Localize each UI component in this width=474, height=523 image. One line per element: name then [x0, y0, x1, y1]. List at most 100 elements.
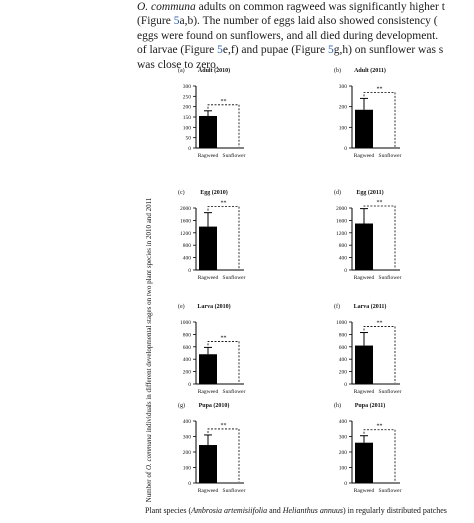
y-tick-label: 1200 — [180, 231, 191, 237]
y-tick-label: 200 — [183, 370, 192, 376]
y-tick-label: 1600 — [180, 218, 191, 224]
figure-link[interactable]: 5 — [173, 15, 180, 28]
y-tick-label: 1000 — [180, 320, 191, 326]
body-text: O. communa adults on common ragweed was … — [137, 0, 474, 72]
body-line-1: O. communa adults on common ragweed was … — [137, 0, 474, 14]
y-tick-label: 1000 — [336, 320, 347, 326]
caption-text: and — [267, 506, 283, 515]
significance-bracket — [207, 206, 240, 269]
significance-bracket — [207, 341, 240, 383]
y-tick-label: 800 — [183, 243, 192, 249]
line-text: g,h) on sunflower was s — [333, 44, 444, 57]
x-tick-label: Ragweed — [354, 488, 375, 494]
significance-bracket — [363, 92, 396, 147]
y-tick-label: 600 — [183, 345, 192, 351]
panel-title: Egg (2010) — [200, 189, 228, 196]
y-tick-label: 400 — [183, 357, 192, 363]
body-line-4: of larvae (Figure 5e,f) and pupae (Figur… — [137, 43, 474, 57]
bar-ragweed — [355, 109, 373, 148]
x-tick-label: Sunflower — [379, 152, 402, 159]
body-line-3: eggs were found on sunflowers, and all d… — [137, 29, 439, 42]
bar-ragweed — [355, 223, 373, 270]
x-tick-label: Sunflower — [379, 388, 402, 395]
bar-ragweed — [199, 226, 217, 270]
y-tick-label: 0 — [188, 382, 191, 388]
y-tick-label: 200 — [339, 450, 348, 456]
y-tick-label: 600 — [339, 345, 348, 351]
panel-label: (e) — [178, 303, 185, 310]
panel-title: Pupa (2010) — [199, 402, 230, 409]
y-tick-label: 0 — [344, 268, 347, 274]
bar-ragweed — [355, 345, 373, 384]
y-tick-label: 200 — [339, 370, 348, 376]
y-tick-label: 400 — [339, 357, 348, 363]
y-tick-label: 400 — [339, 419, 348, 425]
line-text: (Figure — [137, 15, 174, 28]
y-axis-title: Number of O. communa individuals in diff… — [145, 197, 153, 502]
y-axis-title-part: Number of — [145, 470, 153, 502]
bar-ragweed — [355, 442, 373, 483]
x-tick-label: Ragweed — [354, 275, 375, 281]
line-text: e,f) and pupae (Figure — [222, 44, 328, 57]
significance-marker: ** — [377, 321, 383, 327]
figure-caption: Plant species (Ambrosia artemisiifolia a… — [145, 506, 474, 515]
caption-text: Plant species ( — [145, 506, 192, 515]
y-axis-title-part: individuals in different developmental s… — [145, 197, 153, 434]
significance-marker: ** — [221, 201, 227, 207]
y-tick-label: 300 — [339, 435, 348, 441]
y-tick-label: 2000 — [180, 206, 191, 212]
significance-bracket — [363, 205, 396, 269]
panel-title: Pupa (2011) — [355, 402, 386, 409]
x-tick-label: Ragweed — [198, 389, 219, 395]
x-tick-label: Ragweed — [198, 488, 219, 494]
x-tick-label: Ragweed — [198, 275, 219, 281]
figure-link[interactable]: 5 — [327, 44, 334, 57]
line-text: of larvae (Figure — [137, 44, 218, 57]
y-tick-label: 100 — [339, 466, 348, 472]
y-tick-label: 50 — [186, 136, 192, 142]
y-tick-label: 100 — [339, 125, 348, 131]
x-tick-label: Ragweed — [198, 153, 219, 159]
x-tick-label: Sunflower — [379, 487, 402, 494]
x-tick-label: Sunflower — [223, 152, 246, 159]
significance-bracket — [363, 429, 396, 482]
y-tick-label: 800 — [183, 332, 192, 338]
significance-marker: ** — [221, 99, 227, 105]
x-tick-label: Sunflower — [223, 487, 246, 494]
bar-ragweed — [199, 445, 217, 483]
panel-label: (f) — [334, 303, 340, 310]
x-tick-label: Sunflower — [223, 388, 246, 395]
panel-label: (a) — [178, 67, 185, 74]
panel-label: (h) — [334, 402, 341, 409]
significance-bracket — [363, 326, 396, 383]
y-tick-label: 200 — [183, 450, 192, 456]
bar-ragweed — [199, 354, 217, 384]
y-tick-label: 0 — [344, 382, 347, 388]
panel-title: Larva (2011) — [354, 303, 387, 310]
y-tick-label: 400 — [183, 256, 192, 262]
y-tick-label: 0 — [188, 481, 191, 487]
caption-species: Ambrosia artemisiifolia — [191, 506, 268, 515]
bar-ragweed — [199, 115, 217, 148]
figure-link[interactable]: 5 — [217, 44, 223, 57]
panel-title: Larva (2010) — [197, 303, 230, 310]
species-name: O. communa — [137, 1, 196, 13]
panel-title: Egg (2011) — [356, 189, 383, 196]
y-tick-label: 200 — [339, 105, 348, 111]
significance-marker: ** — [221, 423, 227, 429]
significance-bracket — [207, 428, 240, 482]
significance-marker: ** — [377, 424, 383, 430]
y-axis-title-part: O. communa — [145, 434, 153, 470]
y-tick-label: 1200 — [336, 231, 347, 237]
significance-marker: ** — [377, 86, 383, 92]
x-tick-label: Ragweed — [354, 153, 375, 159]
y-tick-label: 400 — [339, 256, 348, 262]
significance-marker: ** — [221, 335, 227, 341]
y-tick-label: 0 — [188, 146, 191, 152]
panel-label: (c) — [178, 189, 185, 196]
y-tick-label: 1600 — [336, 218, 347, 224]
y-tick-label: 100 — [183, 466, 192, 472]
y-tick-label: 300 — [183, 435, 192, 441]
panel-label: (b) — [334, 67, 341, 74]
y-tick-label: 800 — [339, 332, 348, 338]
